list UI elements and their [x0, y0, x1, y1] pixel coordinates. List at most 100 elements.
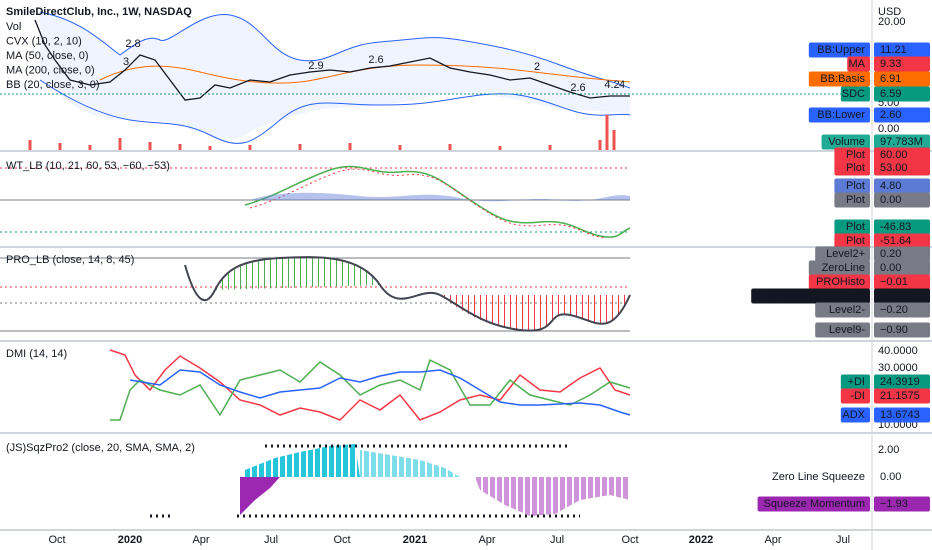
label-name: Level9- [829, 324, 865, 336]
time-axis-label: Jul [264, 534, 278, 546]
label-name-box [815, 322, 870, 338]
label-name-box [821, 134, 870, 150]
label-name-box [834, 219, 870, 235]
label-name: Plot [846, 194, 865, 206]
label-name-box [840, 374, 870, 390]
chart-annotation: 2.9 [308, 60, 323, 72]
label-value-box [874, 302, 930, 318]
label-name-box [847, 56, 870, 72]
time-axis-label: Jul [550, 534, 564, 546]
label-value: 0.00 [880, 194, 901, 206]
label-value-box [874, 233, 930, 249]
label-name: -DI [850, 390, 865, 402]
label-value-box [874, 192, 930, 208]
label-name-box [751, 469, 870, 485]
chart-annotation: 4.2 [604, 79, 619, 91]
time-axis-label: 2020 [118, 534, 142, 546]
label-name: PROHisto [816, 276, 865, 288]
scale-label: 2.00 [878, 444, 899, 456]
label-value: 13.6743 [880, 409, 920, 421]
scale-label: 30.0000 [878, 362, 918, 374]
label-value: −0.20 [880, 304, 908, 316]
label-value: 0.00 [880, 262, 901, 274]
label-value-box [874, 86, 930, 102]
label-name: BB:Lower [817, 109, 865, 121]
label-value-box [874, 134, 930, 150]
label-name-box [757, 496, 870, 512]
label-value-box [874, 407, 930, 423]
label-value: 97.783M [880, 136, 923, 148]
pro-drawing [0, 256, 631, 332]
label-value-box [874, 260, 930, 276]
label-name-box [808, 42, 870, 58]
pane-title: WT_LB (10, 21, 60, 53, −60, −53) [6, 160, 170, 172]
label-name-box [808, 260, 870, 276]
label-name: Level2+ [826, 248, 865, 260]
label-name: Plot [846, 221, 865, 233]
label-value: 11.21 [880, 44, 907, 56]
pane-title: (JS)SqzPro2 (close, 20, SMA, SMA, 2) [6, 442, 195, 454]
chart-annotation: 2.6 [570, 82, 585, 94]
label-value: 0.00 [880, 471, 901, 483]
label-value-box [874, 160, 930, 176]
indicator-legend: Vol [6, 21, 21, 33]
chart-annotation: 2.8 [125, 38, 140, 50]
label-name-box [840, 86, 870, 102]
label-name: Premier RSI Stoch [774, 290, 865, 302]
label-value: −1.93 [880, 498, 908, 510]
label-value-box [874, 496, 930, 512]
label-name: MA [849, 58, 866, 70]
label-value-box [874, 274, 930, 290]
label-value-box [874, 322, 930, 338]
label-value: 6.91 [880, 73, 901, 85]
label-name-box [815, 302, 870, 318]
label-value: −0.90 [880, 324, 908, 336]
time-axis-label: 2022 [689, 534, 713, 546]
label-value-box [874, 219, 930, 235]
chart-annotation: 2.6 [368, 54, 383, 66]
time-axis-label: Oct [333, 534, 350, 546]
chart-annotation: 3 [123, 56, 129, 68]
scale-label: 0.00 [878, 123, 899, 135]
time-axis-label: Oct [48, 534, 65, 546]
label-value-box [874, 71, 930, 87]
time-axis-label: Apr [192, 534, 209, 546]
label-name: +DI [848, 376, 865, 388]
sqz-drawing [150, 444, 630, 518]
label-value: 9.33 [880, 58, 901, 70]
pane-title: PRO_LB (close, 14, 8, 45) [6, 254, 134, 266]
label-name: BB:Upper [817, 44, 865, 56]
label-name-box [808, 274, 870, 290]
label-name: Plot [846, 180, 865, 192]
label-value-box [874, 246, 930, 262]
label-name: Squeeze Momentum [764, 498, 866, 510]
label-name: SDC [842, 88, 865, 100]
label-name-box [808, 71, 870, 87]
label-name-box [834, 147, 870, 163]
label-value: 24.3919 [880, 376, 920, 388]
label-name-box [808, 107, 870, 123]
scale-label: 40.0000 [878, 345, 918, 357]
label-name: Plot [846, 162, 865, 174]
label-name-box [840, 388, 870, 404]
time-axis-label: Apr [478, 534, 495, 546]
price-drawing [0, 11, 872, 150]
label-name: BB:Basis [820, 73, 865, 85]
label-value: 6.59 [880, 88, 901, 100]
label-value-box [874, 42, 930, 58]
label-value: 53.00 [880, 162, 908, 174]
symbol-title: SmileDirectClub, Inc., 1W, NASDAQ [6, 6, 192, 18]
scale-label: USD [878, 6, 901, 18]
label-value: 21.1575 [880, 390, 920, 402]
label-name-box [834, 160, 870, 176]
label-name-box [834, 192, 870, 208]
label-name: Plot [846, 149, 865, 161]
label-name-box [834, 233, 870, 249]
time-axis-label: Jul [836, 534, 850, 546]
label-value-box [874, 388, 930, 404]
label-value-box [874, 147, 930, 163]
pane-title: DMI (14, 14) [6, 348, 67, 360]
label-value: 2.60 [880, 109, 901, 121]
